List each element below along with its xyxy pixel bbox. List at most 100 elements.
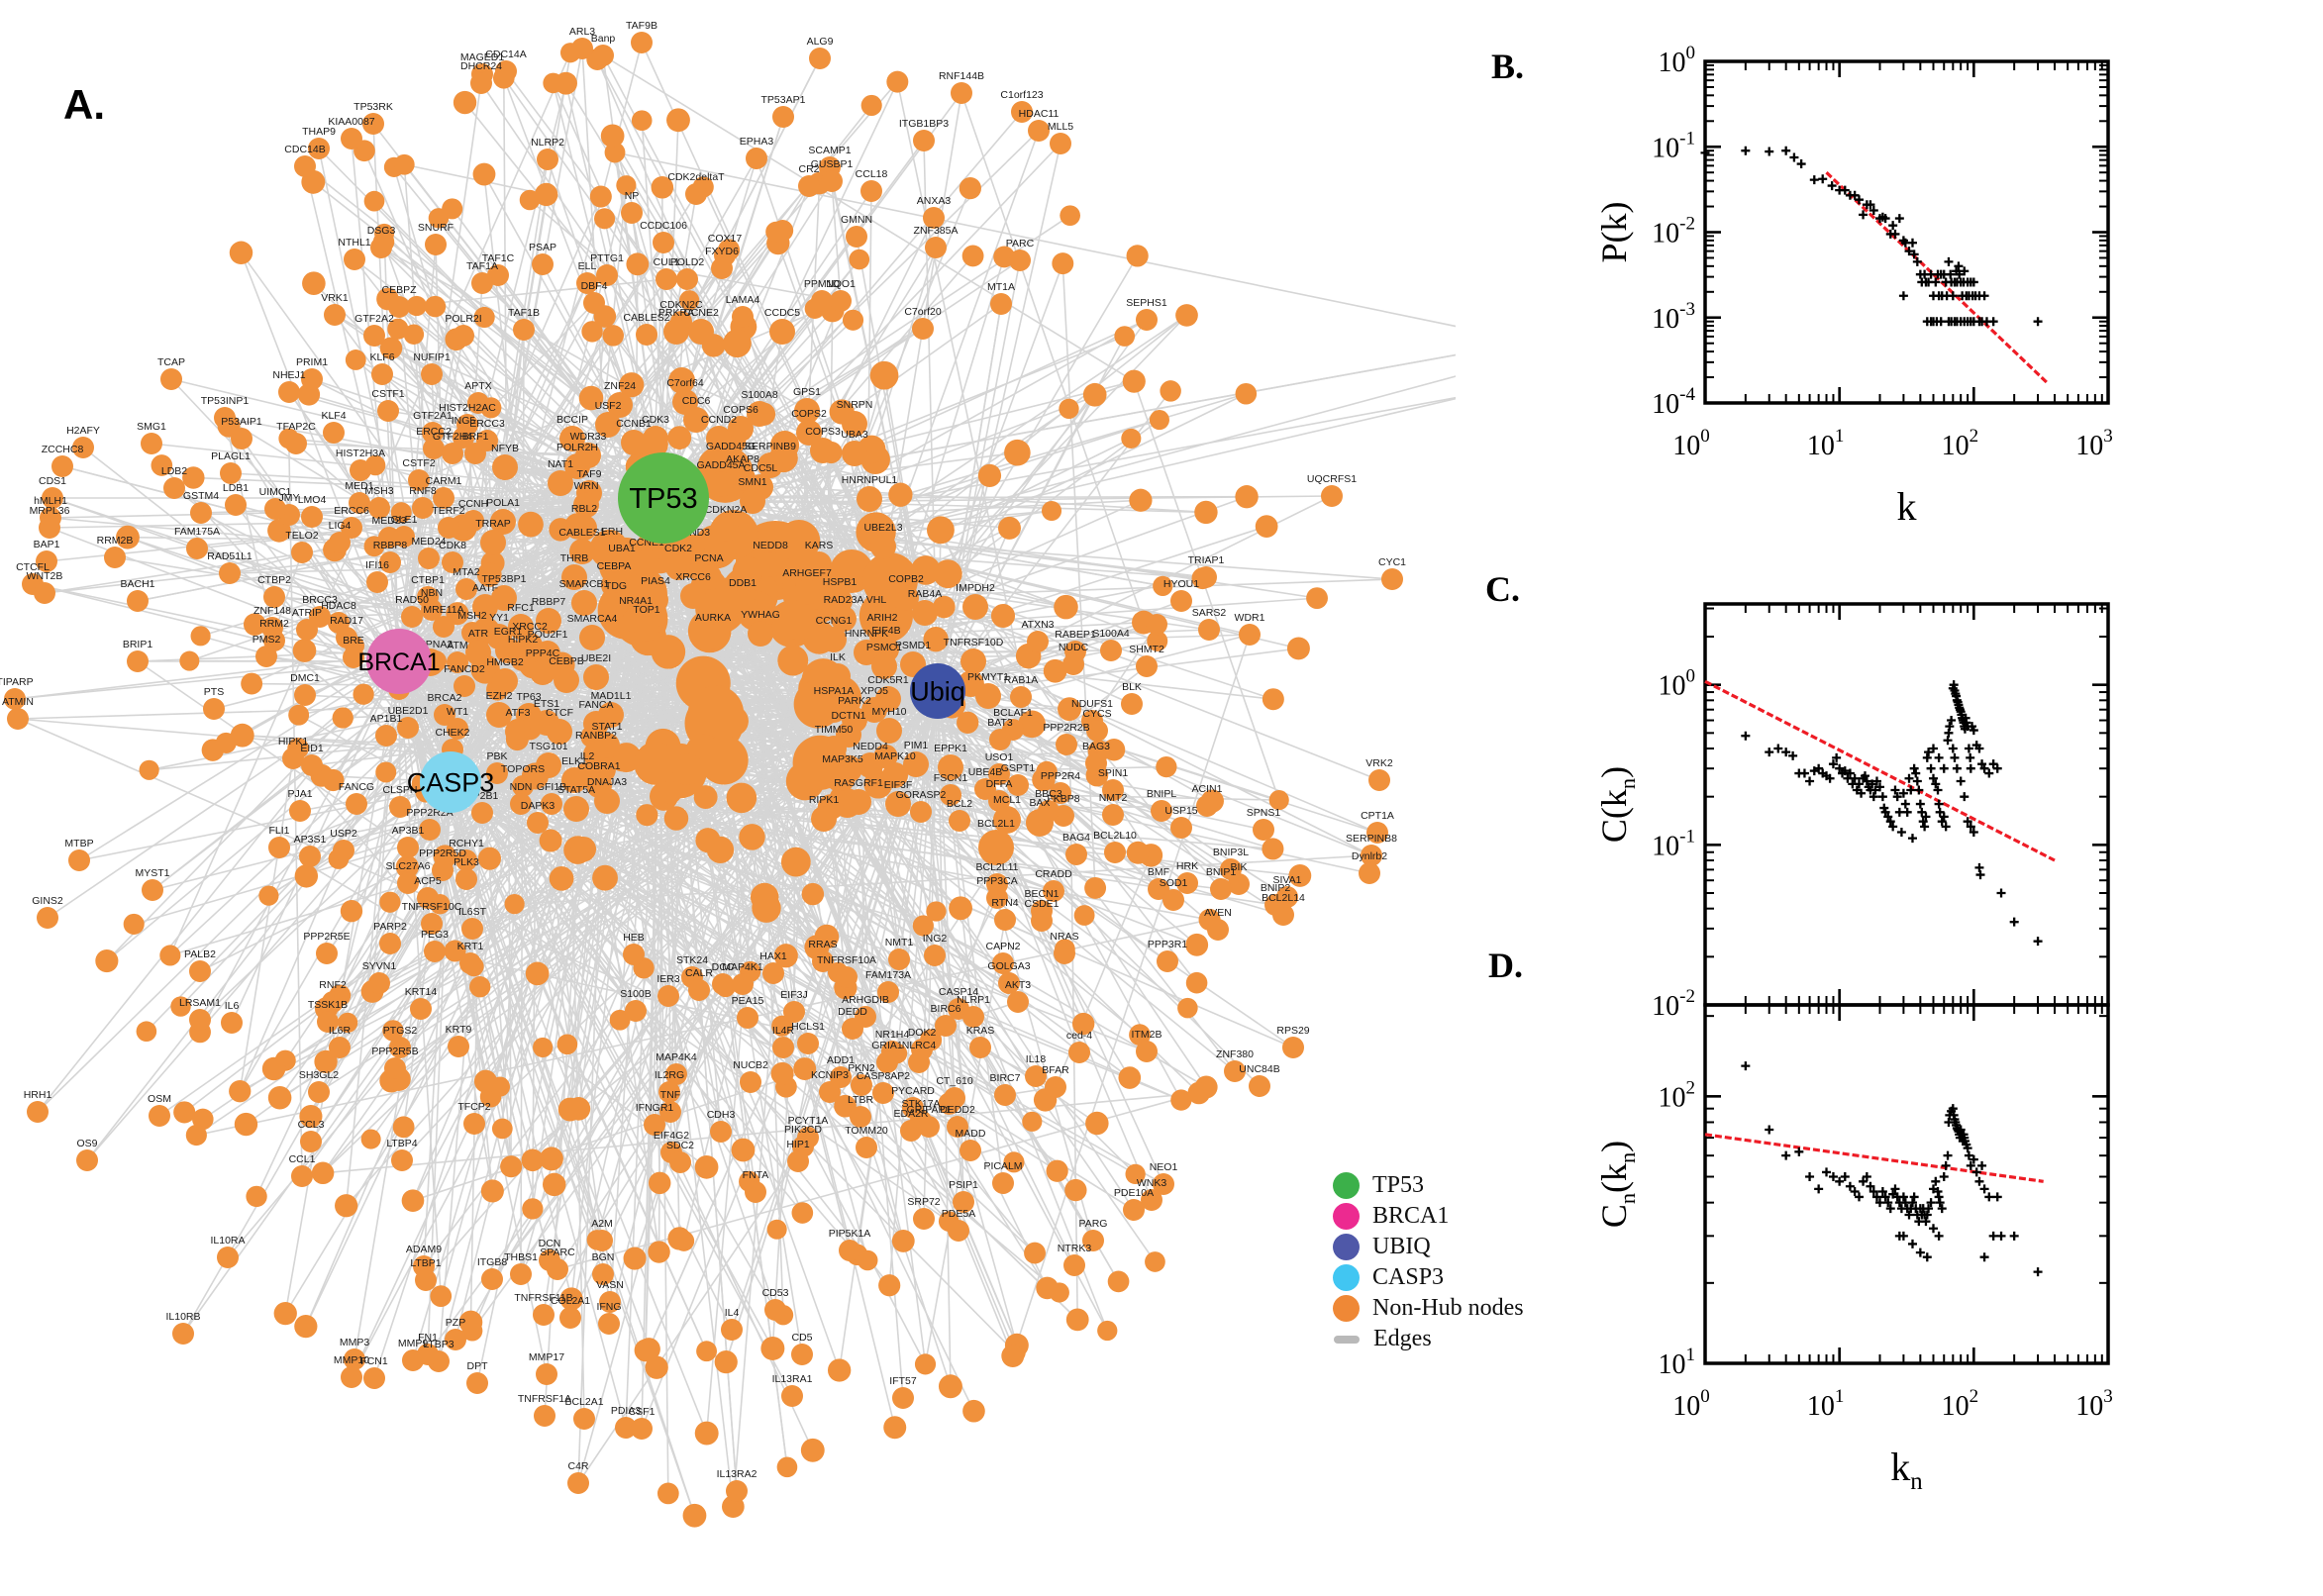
fit-line [1704, 679, 2056, 862]
node-label: UQCRFS1 [1307, 473, 1357, 485]
network-node [448, 1036, 469, 1057]
network-node [476, 430, 498, 451]
node-label: IMPDH2 [956, 582, 995, 594]
axis-label: C(kn) [1594, 766, 1640, 843]
network-node [819, 1081, 841, 1103]
node-label: BAG4 [1062, 832, 1090, 844]
network-node [781, 1385, 803, 1407]
network-node [301, 506, 323, 528]
node-label: GTF2A2 [354, 313, 394, 325]
network-node [601, 572, 627, 598]
tick-label: 10-1 [1652, 826, 1695, 861]
network-node [371, 363, 393, 385]
node-label: LIG4 [329, 520, 352, 532]
tick-label: 10-2 [1652, 214, 1695, 249]
node-label: MYH10 [871, 706, 906, 718]
node-label: ADD1 [827, 1054, 855, 1066]
node-label: BNIP3L [1213, 847, 1249, 858]
network-node [643, 426, 668, 451]
network-node [1043, 880, 1064, 902]
network-node [344, 1348, 365, 1370]
node-label: ING2 [923, 933, 948, 945]
network-node [1366, 822, 1388, 844]
tick-label: 102 [1659, 1077, 1696, 1113]
network-node [415, 1269, 437, 1291]
network-node [341, 128, 362, 150]
network-node [623, 944, 645, 965]
network-node [481, 1268, 503, 1290]
node-label: BIK [1231, 861, 1248, 873]
network-node [289, 800, 311, 822]
node-label: FANCA [578, 699, 613, 711]
network-node [1153, 1173, 1174, 1195]
node-label: GRIA1 [871, 1040, 903, 1051]
node-label: KCNIP3 [811, 1069, 849, 1081]
node-label: CARM1 [426, 475, 462, 487]
network-node [783, 1001, 805, 1023]
network-node [938, 754, 963, 780]
network-node [810, 438, 836, 463]
node-label: VHL [866, 594, 887, 606]
node-label: CSDE1 [1024, 898, 1059, 910]
tick-label: 101 [1807, 1386, 1845, 1422]
network-node [615, 1417, 637, 1439]
network-node [1025, 1065, 1047, 1087]
network-node [329, 1037, 351, 1058]
node-label: P53AIP1 [221, 416, 262, 428]
node-label: DDB1 [729, 577, 757, 589]
fit-line [1704, 1133, 2044, 1183]
node-label: TIMM50 [815, 724, 854, 736]
network-node [948, 1220, 969, 1242]
axis-label: P(k) [1594, 202, 1634, 263]
network-node [708, 471, 734, 497]
network-node [1102, 804, 1124, 826]
network-node [455, 868, 477, 890]
network-node [1121, 693, 1143, 715]
node-label: ILK [830, 651, 846, 663]
legend-dot-tp53 [1333, 1172, 1360, 1199]
node-label: PPP3R1 [1148, 939, 1187, 950]
node-label: TDG [605, 580, 627, 592]
network-node [839, 1240, 860, 1261]
network-node [858, 752, 883, 778]
network-node [470, 72, 492, 94]
network-node [992, 952, 1014, 974]
network-node [854, 640, 879, 665]
node-label: EIF3J [780, 989, 807, 1001]
node-label: NRAS [1050, 931, 1078, 943]
tick-label: 100 [1672, 426, 1710, 461]
panel-label-c: C. [1485, 569, 1520, 609]
node-label: CCL18 [856, 168, 888, 180]
network-node [455, 578, 477, 600]
node-label: BMF [1148, 866, 1169, 878]
node-label: POLD2 [670, 256, 705, 268]
axis-ticks [1703, 1005, 2110, 1365]
network-node [892, 1387, 914, 1409]
node-label: TNFRSF10A [817, 954, 876, 966]
node-label: YY1 [489, 612, 509, 624]
network-node [513, 319, 535, 341]
network-node [913, 1208, 935, 1230]
node-label: C7orf64 [666, 377, 704, 389]
node-label: XRCC6 [675, 571, 711, 583]
network-node [663, 319, 689, 345]
network-node [796, 420, 822, 446]
network-node [541, 793, 562, 815]
node-label: CABLES2 [623, 312, 669, 324]
network-node [333, 840, 354, 861]
network-node [561, 564, 587, 590]
network-node [316, 943, 338, 964]
network-node [696, 564, 722, 590]
network-node [794, 398, 820, 424]
network-node [490, 509, 516, 535]
network-node [412, 497, 434, 519]
network-node [857, 486, 882, 512]
network-node [962, 1006, 984, 1028]
node-label: MT1A [987, 281, 1015, 293]
network-node [533, 1304, 555, 1326]
network-node [953, 1191, 974, 1213]
tick-label: 100 [1659, 43, 1696, 78]
network-node [737, 1007, 758, 1029]
network-node [631, 1418, 653, 1440]
node-label: hMLH1 [34, 495, 67, 507]
